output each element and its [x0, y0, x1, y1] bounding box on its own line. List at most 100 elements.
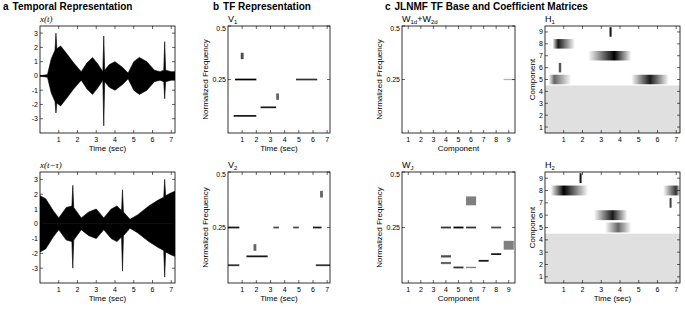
- x-tick-label: 1: [240, 136, 244, 143]
- x-tick: [496, 26, 497, 29]
- x-tick: [508, 280, 509, 283]
- x-tick: [620, 26, 621, 29]
- basis-component: [453, 227, 463, 229]
- x-tick-label: 4: [618, 136, 622, 143]
- y-tick: [40, 90, 43, 91]
- y-tick: [402, 79, 405, 80]
- basis-component: [466, 227, 476, 229]
- chart-title: V2: [228, 160, 238, 171]
- x-tick: [508, 172, 509, 175]
- x-tick: [242, 280, 243, 283]
- signal-envelope: [40, 224, 175, 277]
- y-tick: [172, 268, 175, 269]
- basis-component: [479, 260, 489, 262]
- panel-heading: aTemporal Representation: [3, 1, 132, 12]
- panel-heading: bTF Representation: [213, 1, 311, 12]
- y-tick: [40, 179, 43, 180]
- x-tick-label: 6: [151, 136, 155, 143]
- y-tick: [327, 26, 330, 27]
- chart-title: W1d+W2d: [402, 14, 438, 25]
- y-tick: [677, 55, 680, 56]
- y-tick: [512, 79, 515, 80]
- x-tick: [483, 130, 484, 133]
- x-tick: [471, 172, 472, 175]
- y-tick-label: 0: [34, 220, 38, 227]
- x-tick: [420, 280, 421, 283]
- title-part: 2: [234, 165, 238, 171]
- activation: [663, 186, 680, 196]
- y-tick-label: 0.25: [212, 224, 226, 231]
- y-tick: [677, 190, 680, 191]
- y-tick: [545, 115, 548, 116]
- x-tick: [408, 26, 409, 29]
- x-tick: [582, 26, 583, 29]
- x-tick: [676, 26, 677, 29]
- x-tick-label: 6: [151, 286, 155, 293]
- x-tick-label: 4: [283, 286, 287, 293]
- y-tick: [545, 190, 548, 191]
- activation: [549, 75, 572, 85]
- y-tick: [228, 172, 231, 173]
- basis-component: [504, 241, 514, 250]
- y-tick: [545, 215, 548, 216]
- y-tick-label: -3: [32, 265, 38, 272]
- x-tick: [58, 172, 59, 175]
- x-tick: [496, 130, 497, 133]
- x-tick: [298, 26, 299, 29]
- x-tick: [171, 280, 172, 283]
- basis-component: [441, 227, 451, 229]
- x-tick-label: 5: [132, 286, 136, 293]
- y-tick: [40, 194, 43, 195]
- x-tick: [657, 130, 658, 133]
- y-tick-label: -1: [32, 235, 38, 242]
- y-tick: [545, 55, 548, 56]
- plot-bg: [545, 172, 680, 283]
- x-tick: [58, 280, 59, 283]
- tf-component: [293, 227, 299, 229]
- tf-component: [261, 106, 277, 108]
- activation: [631, 75, 669, 85]
- panel-heading: c JLNMF TF Base and Coefficient Matrices: [385, 1, 588, 12]
- y-axis-label: Component: [528, 58, 537, 100]
- x-tick-label: 5: [132, 136, 136, 143]
- panel-text: Temporal Representation: [13, 1, 133, 12]
- y-tick-label: 2: [34, 44, 38, 51]
- x-tick: [327, 130, 328, 133]
- y-tick-label: 1: [539, 273, 543, 280]
- plot-bg: [228, 172, 330, 283]
- x-tick: [327, 172, 328, 175]
- x-tick: [284, 26, 285, 29]
- y-tick: [172, 90, 175, 91]
- plot-frame: [40, 172, 175, 283]
- x-tick: [657, 26, 658, 29]
- y-tick: [677, 276, 680, 277]
- activation: [605, 223, 631, 233]
- chart-title: x(t): [39, 14, 53, 24]
- y-axis-label: Normalized Frequency: [375, 39, 384, 119]
- y-axis-label: Component: [528, 206, 537, 248]
- y-tick-label: 3: [34, 176, 38, 183]
- y-tick: [545, 43, 548, 44]
- x-tick-label: 4: [283, 136, 287, 143]
- noise-row: [545, 85, 680, 97]
- x-tick-label: 7: [169, 286, 173, 293]
- tf-component: [273, 227, 279, 229]
- x-tick: [471, 26, 472, 29]
- panel-text: TF Representation: [223, 1, 311, 12]
- y-tick: [545, 202, 548, 203]
- y-tick: [172, 33, 175, 34]
- x-tick: [256, 26, 257, 29]
- y-tick: [40, 238, 43, 239]
- x-tick: [620, 280, 621, 283]
- x-tick-label: 7: [674, 136, 678, 143]
- x-tick: [115, 130, 116, 133]
- basis-component: [453, 267, 463, 269]
- y-tick-label: 7: [539, 52, 543, 59]
- x-tick: [171, 130, 172, 133]
- y-tick: [228, 26, 231, 27]
- tf-component: [228, 227, 239, 229]
- x-tick: [284, 280, 285, 283]
- panel-letter: c: [385, 1, 391, 12]
- activation: [594, 210, 628, 220]
- panel-text: JLNMF TF Base and Coefficient Matrices: [395, 1, 589, 12]
